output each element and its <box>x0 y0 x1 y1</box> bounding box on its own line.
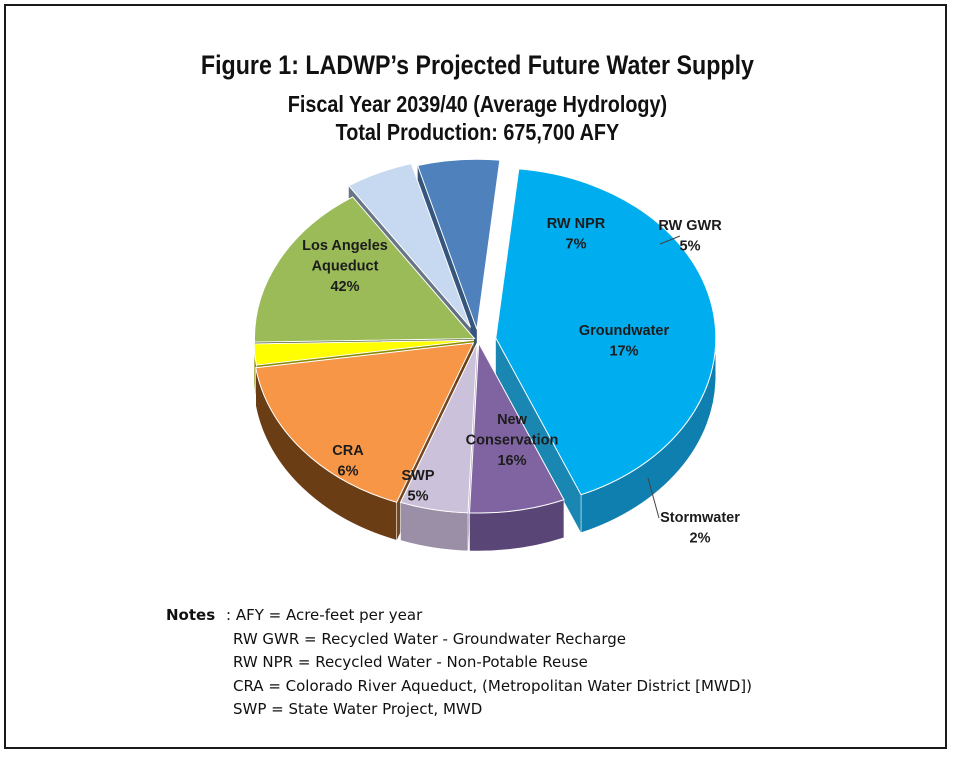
pie-slice-cra <box>417 158 501 330</box>
leader-line <box>659 235 681 245</box>
slice-label: Stormwater 2% <box>660 510 740 547</box>
pie-chart: Los Angeles Aqueduct 42% RW NPR 7% RW GWR 5% Gr… <box>253 158 740 552</box>
slice-label: Los Angeles Aqueduct 42% <box>302 238 388 295</box>
pie-slice-rw-gwr <box>399 342 478 514</box>
slice-label-line: 7% <box>566 237 587 253</box>
slice-cut-face <box>495 337 582 533</box>
note-item: RW NPR = Recycled Water - Non-Potable Re… <box>233 653 588 672</box>
slice-label: SWP 5% <box>401 468 434 505</box>
slice-label-line: 5% <box>680 239 701 255</box>
pie-slice-stormwater <box>253 339 475 366</box>
slice-labels: Los Angeles Aqueduct 42% RW NPR 7% RW GWR 5% Gr… <box>302 216 740 547</box>
leader-line <box>647 477 660 519</box>
slice-label-line: Groundwater <box>579 323 670 339</box>
note-item: SWP = State Water Project, MWD <box>233 700 483 719</box>
slice-label: CRA 6% <box>332 443 364 480</box>
slice-label-line: Aqueduct <box>312 259 379 275</box>
chart-subtitle: Fiscal Year 2039/40 (Average Hydrology) <box>287 91 668 117</box>
slice-label: New Conservation 16% <box>466 412 559 469</box>
slice-label-line: 6% <box>338 464 359 480</box>
pie-slice-new-conservation <box>253 196 476 343</box>
slice-label-line: Conservation <box>466 433 559 449</box>
slice-label-line: SWP <box>401 468 434 484</box>
slice-label: Groundwater 17% <box>579 323 670 360</box>
slice-label-line: 16% <box>497 453 526 469</box>
pie-slice-groundwater <box>255 342 475 503</box>
pie-tops <box>253 158 717 514</box>
slice-label-line: RW NPR <box>547 216 606 232</box>
slice-label-line: 17% <box>609 344 638 360</box>
slice-label-line: 42% <box>330 279 359 295</box>
pie-slice-swp <box>347 163 471 328</box>
slice-label-line: RW GWR <box>658 218 722 234</box>
notes-list: : AFY = Acre-feet per year RW GWR = Recy… <box>226 604 873 722</box>
slice-label-line: New <box>497 412 528 428</box>
slice-label: RW GWR 5% <box>658 218 722 255</box>
slice-label-line: Los Angeles <box>302 238 388 254</box>
slice-label-line: 2% <box>690 531 711 547</box>
chart-title: Figure 1: LADWP’s Projected Future Water… <box>200 50 754 80</box>
slice-label: RW NPR 7% <box>547 216 606 253</box>
pie-slice-los-angeles-aqueduct <box>495 168 717 496</box>
note-item: CRA = Colorado River Aqueduct, (Metropol… <box>233 676 752 695</box>
slice-label-line: Stormwater <box>660 510 740 526</box>
notes-heading: Notes <box>166 606 216 624</box>
slice-label-line: CRA <box>332 443 364 459</box>
note-item: : AFY = Acre-feet per year <box>226 606 423 624</box>
chart-total-production: Total Production: 675,700 AFY <box>335 119 620 145</box>
leader-lines <box>647 235 681 519</box>
pie-slice-rw-npr <box>468 341 565 514</box>
note-item: RW GWR = Recycled Water - Groundwater Re… <box>233 629 626 648</box>
slice-label-line: 5% <box>408 489 429 505</box>
